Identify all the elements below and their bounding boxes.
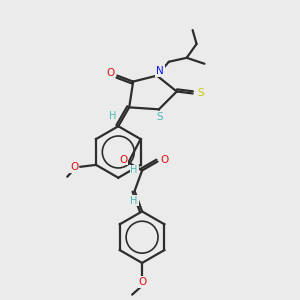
Text: O: O <box>119 154 128 165</box>
Text: O: O <box>70 162 78 172</box>
Text: N: N <box>156 66 164 76</box>
Text: O: O <box>160 154 169 165</box>
Text: H: H <box>130 196 138 206</box>
Text: S: S <box>197 88 204 98</box>
Text: H: H <box>130 166 138 176</box>
Text: S: S <box>157 112 163 122</box>
Text: H: H <box>109 111 116 121</box>
Text: O: O <box>138 277 146 287</box>
Text: O: O <box>106 68 115 78</box>
